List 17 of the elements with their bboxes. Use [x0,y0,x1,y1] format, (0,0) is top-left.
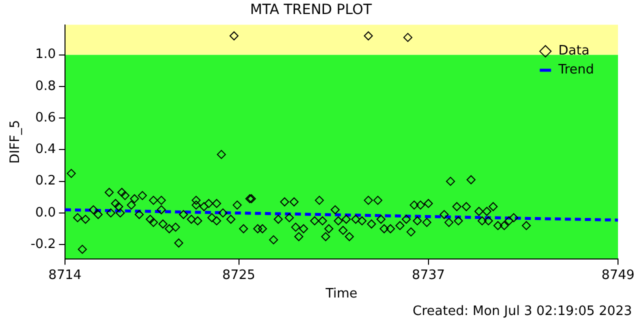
legend-label: Trend [557,62,594,78]
x-axis-title: Time [324,286,358,302]
x-tick-label: 8725 [222,268,256,283]
y-axis-title: DIFF_5 [8,120,24,164]
chart-title: MTA TREND PLOT [250,2,372,18]
y-tick-label: 0.6 [35,110,56,126]
y-tick-label: 0.2 [35,174,56,189]
y-tick-label: 0.0 [35,205,56,220]
legend-label: Data [558,44,590,59]
y-tick-label: 0.8 [35,78,56,94]
y-tick-label: 1.0 [35,47,56,62]
x-tick-label: 8737 [412,268,445,283]
x-tick-label: 8749 [601,268,635,283]
text: Created: Mon Jul 3 02:19:05 2023 [412,304,632,319]
y-tick-label: -0.2 [30,236,56,252]
x-tick-label: 8714 [48,268,82,283]
y-tick-label: 0.4 [35,142,56,158]
